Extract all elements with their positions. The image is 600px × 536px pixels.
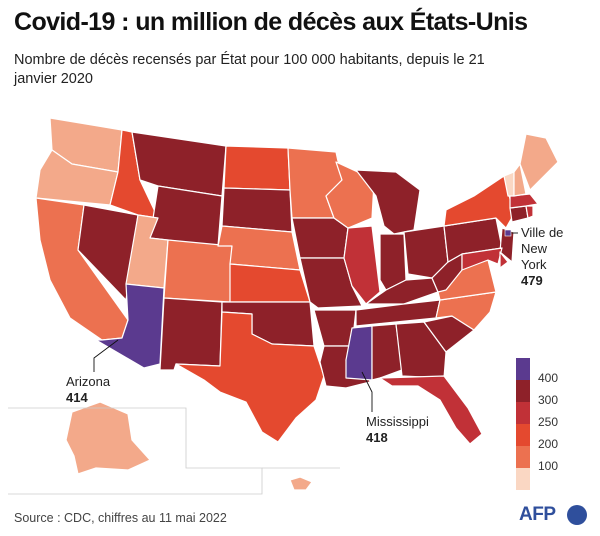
state-delaware [499, 251, 509, 269]
legend-swatch [516, 424, 530, 446]
mississippi-leader-line [361, 371, 373, 412]
legend-swatch [516, 380, 530, 402]
state-alabama [371, 323, 403, 381]
afp-logo: AFP [519, 504, 589, 526]
legend-swatch [516, 446, 530, 468]
state-south-dakota [221, 187, 293, 233]
legend-swatch [516, 358, 530, 380]
legend-tick: 200 [538, 437, 559, 451]
state-texas [175, 311, 325, 443]
legend-tick: 250 [538, 415, 559, 429]
map-subtitle: Nombre de décès recensés par État pour 1… [14, 52, 485, 87]
state-rhode-island [525, 205, 534, 219]
callout-mississippi-value: 418 [366, 430, 388, 445]
state-georgia [395, 321, 447, 379]
legend-tick: 100 [538, 459, 559, 473]
state-florida [379, 375, 483, 445]
legend-swatch [516, 468, 530, 490]
afp-logo-text: AFP [519, 504, 556, 525]
state-connecticut [509, 205, 529, 223]
state-mississippi [345, 325, 373, 381]
arizona-leader-line [93, 339, 119, 372]
state-maryland [461, 247, 503, 271]
legend-swatch [516, 402, 530, 424]
state-massachusetts [509, 193, 539, 209]
callout-mississippi-name: Mississippi [366, 414, 429, 429]
state-kansas [229, 263, 311, 303]
state-iowa [291, 217, 349, 259]
state-north-dakota [223, 145, 291, 191]
state-alaska [65, 401, 151, 475]
map-title: Covid-19 : un million de décès aux États… [14, 8, 528, 36]
afp-logo-dot-icon [567, 505, 587, 525]
state-new-york [443, 175, 515, 229]
callout-arizona-name: Arizona [66, 374, 111, 389]
inset-border-alaska [8, 407, 263, 495]
state-hawaii [289, 476, 313, 491]
nyc-marker [504, 229, 512, 237]
callout-arizona: Arizona 414 [66, 374, 110, 406]
callout-nyc-name: Ville de New York [521, 225, 564, 272]
state-maine [519, 133, 559, 191]
legend-tick: 400 [538, 371, 559, 385]
state-new-hampshire [513, 163, 527, 197]
callout-mississippi: Mississippi 418 [366, 414, 429, 446]
callout-nyc-value: 479 [521, 273, 543, 288]
state-new-mexico [159, 297, 223, 371]
state-wyoming [149, 185, 223, 247]
callout-arizona-value: 414 [66, 390, 88, 405]
state-colorado [163, 239, 233, 303]
callout-nyc: Ville de New York 479 [521, 225, 573, 289]
source-note: Source : CDC, chiffres au 11 mai 2022 [14, 511, 227, 525]
state-nevada [77, 204, 139, 301]
legend-tick: 300 [538, 393, 559, 407]
state-montana [131, 131, 227, 197]
